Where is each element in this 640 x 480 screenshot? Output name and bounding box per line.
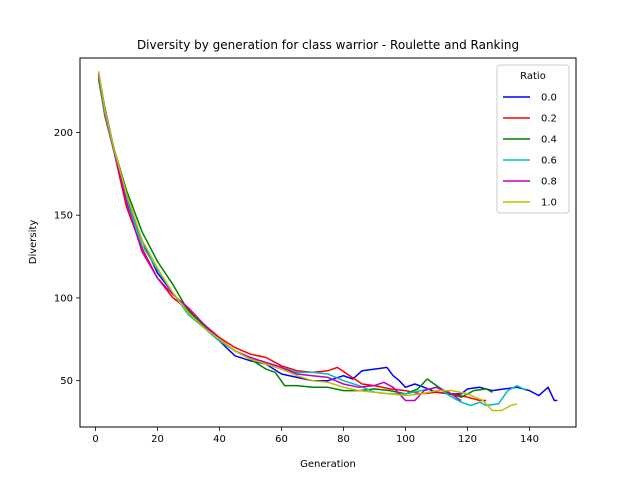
series-lines (97, 71, 558, 412)
legend-label-5: 1.0 (541, 198, 557, 209)
legend-label-0: 0.0 (541, 93, 557, 104)
chart-title: Diversity by generation for class warrio… (137, 38, 519, 52)
x-tick-label-7: 140 (520, 434, 539, 445)
x-tick-label-4: 80 (337, 434, 350, 445)
y-tick-label-0: 50 (60, 376, 73, 387)
legend-label-2: 0.4 (541, 135, 557, 146)
series-line-4 (97, 74, 462, 402)
x-tick-label-5: 100 (396, 434, 415, 445)
y-tick-label-1: 100 (54, 293, 73, 304)
series-line-2 (97, 79, 493, 398)
y-tick-label-2: 150 (54, 211, 73, 222)
x-tick-label-0: 0 (92, 434, 98, 445)
plot-frame (79, 57, 577, 428)
x-tick-label-6: 120 (458, 434, 477, 445)
y-tick-label-3: 200 (54, 128, 73, 139)
x-tick-label-2: 40 (213, 434, 226, 445)
legend-title: Ratio (520, 71, 546, 82)
legend-label-3: 0.6 (541, 156, 557, 167)
series-line-5 (97, 71, 518, 412)
x-axis-ticks: 0 20 40 60 80 100 120 140 (92, 427, 539, 445)
legend-label-1: 0.2 (541, 114, 557, 125)
legend-label-4: 0.8 (541, 177, 557, 188)
plot-area (80, 58, 576, 427)
x-axis-label: Generation (300, 459, 356, 470)
y-axis-ticks: 50 100 150 200 (54, 128, 80, 387)
x-tick-label-3: 60 (275, 434, 288, 445)
y-axis-label: Diversity (28, 220, 39, 265)
legend: Ratio 0.0 0.2 0.4 0.6 0.8 1.0 (496, 64, 570, 214)
x-tick-label-1: 20 (151, 434, 164, 445)
legend-box (496, 64, 570, 214)
